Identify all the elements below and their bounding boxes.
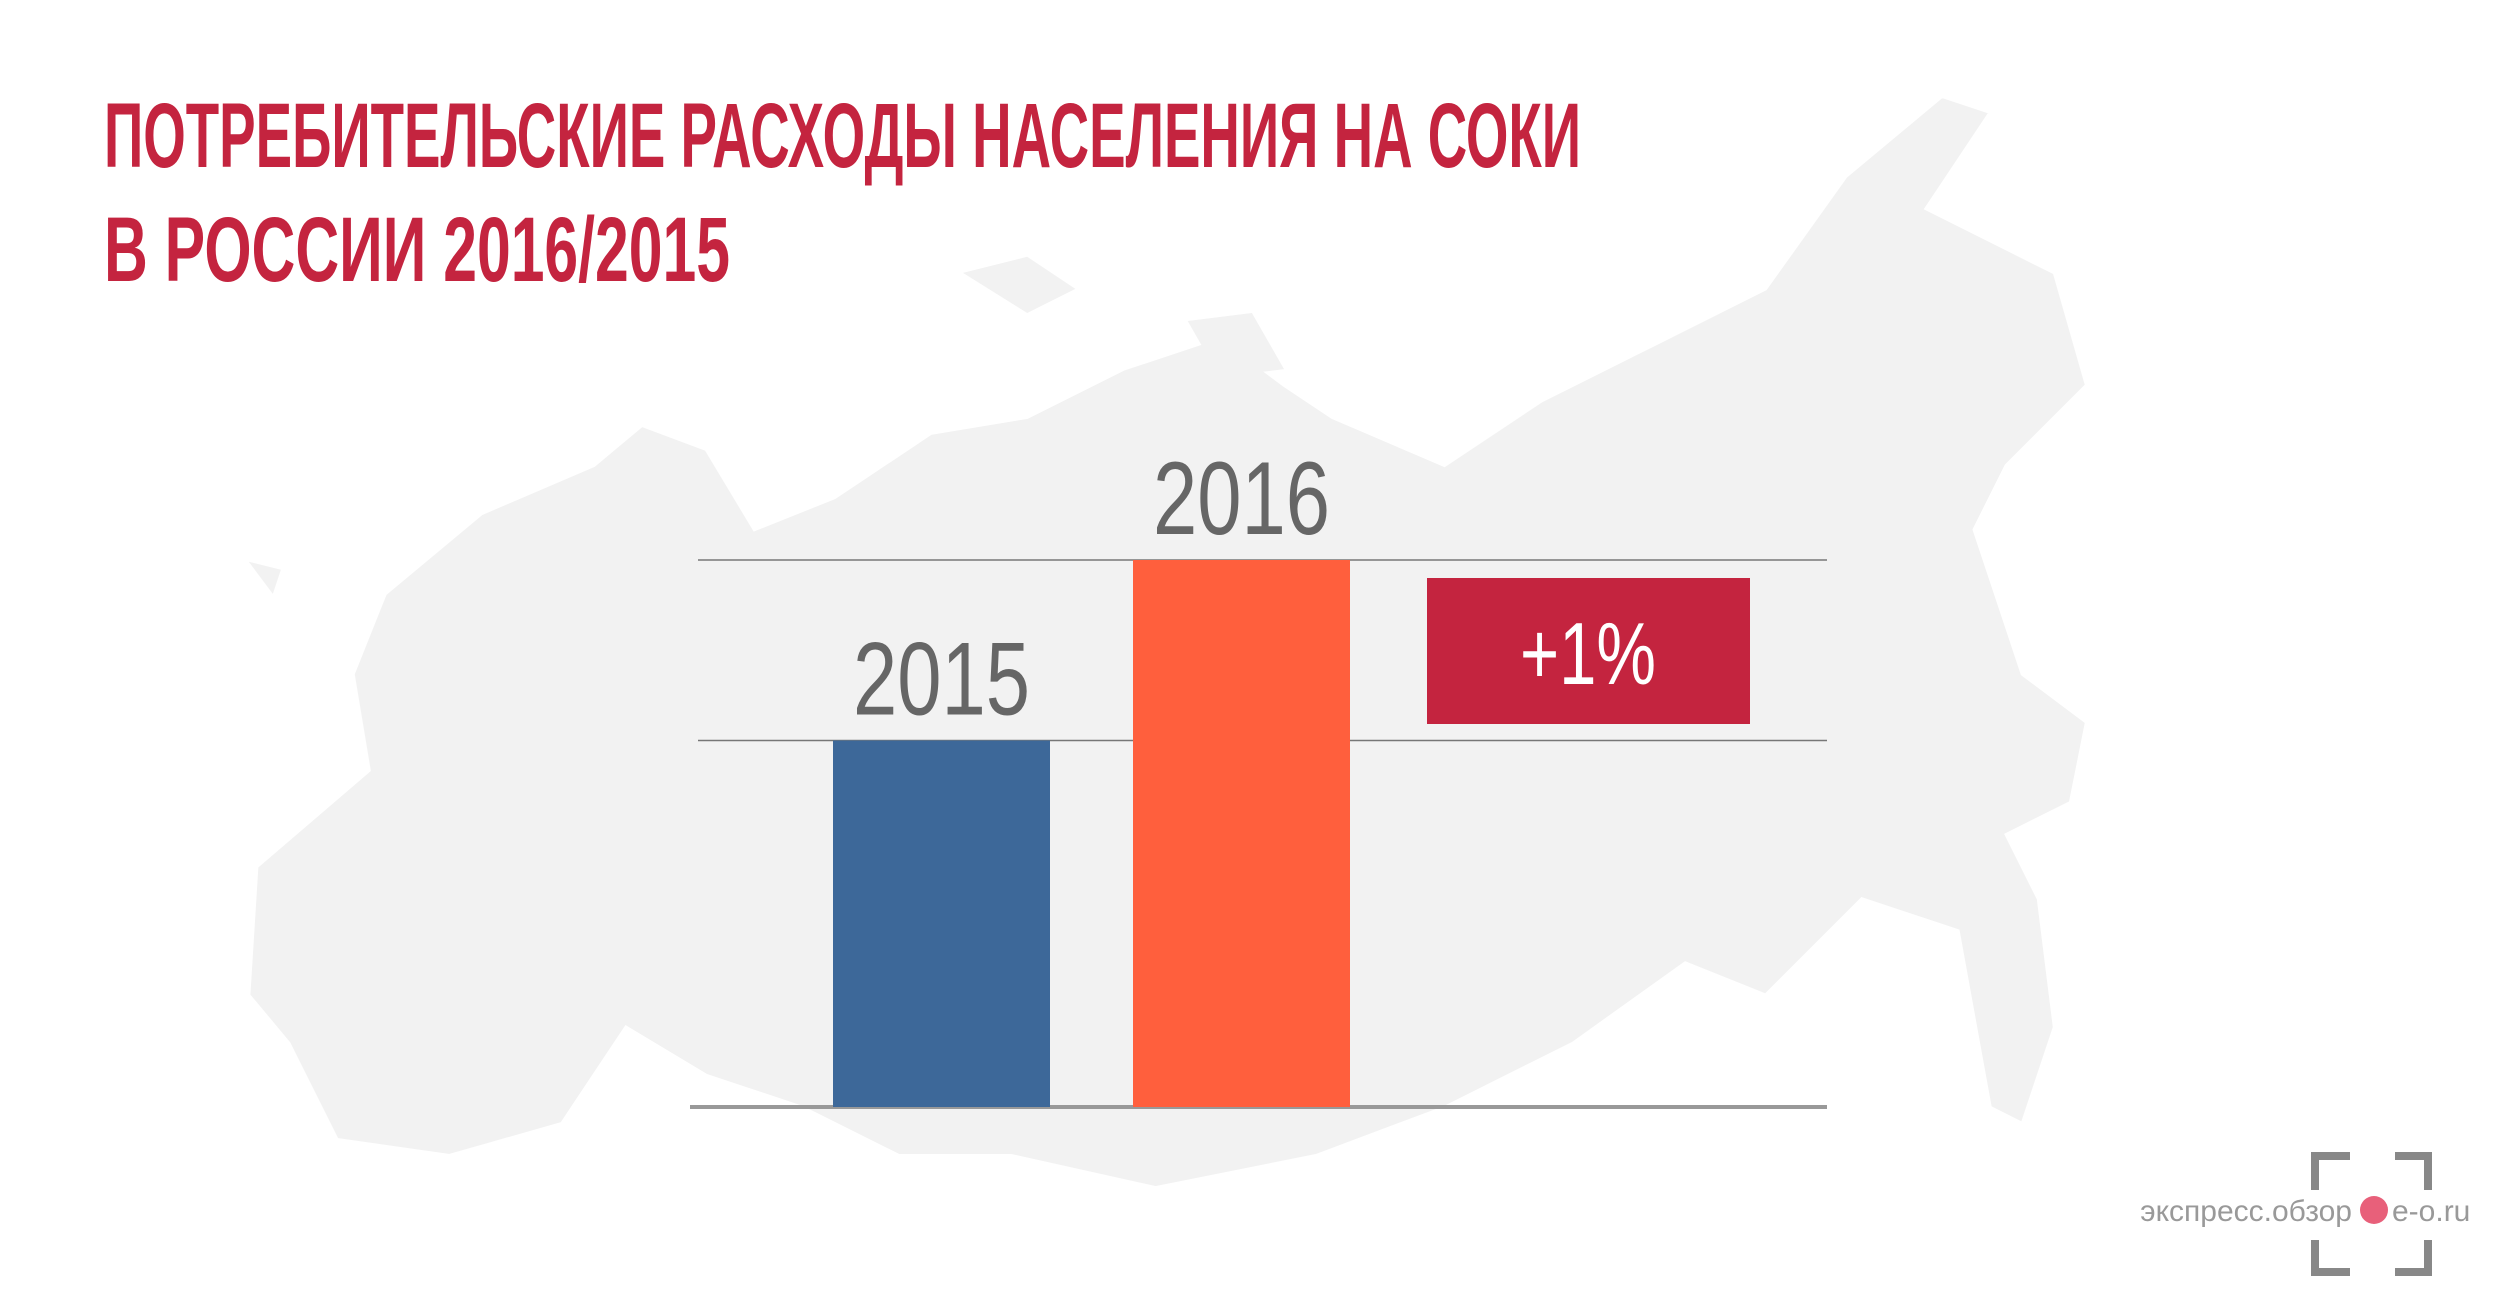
bar xyxy=(1133,560,1350,1107)
chart-title: В РОССИИ 2016/2015 xyxy=(104,199,730,301)
chart-title: ПОТРЕБИТЕЛЬСКИЕ РАСХОДЫ НАСЕЛЕНИЯ НА СОК… xyxy=(104,85,1581,187)
watermark: e-o.ru xyxy=(2392,1195,2470,1228)
bar xyxy=(833,740,1050,1107)
watermark-frame xyxy=(2311,1152,2432,1276)
category-label: 2016 xyxy=(1153,441,1330,557)
annotation-badge xyxy=(1427,578,1750,724)
watermark-dot xyxy=(2360,1196,2388,1224)
annotation: +1% xyxy=(1520,604,1656,703)
category-label: 2015 xyxy=(853,622,1030,738)
watermark: экспресс.обзор xyxy=(2140,1195,2352,1228)
